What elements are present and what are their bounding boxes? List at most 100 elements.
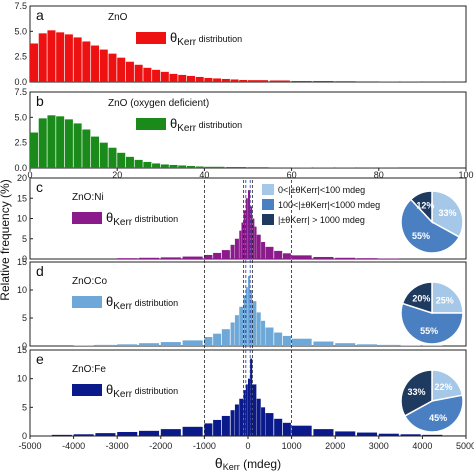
bar — [82, 41, 91, 82]
x-tick-label: -3000 — [106, 441, 129, 451]
bar — [378, 81, 399, 82]
bar — [313, 80, 334, 82]
bar — [143, 67, 152, 82]
pie-legend-swatch — [262, 184, 274, 195]
sample-name: ZnO (oxygen deficient) — [108, 98, 209, 109]
pie-chart: 22% 45% 33% — [400, 369, 464, 433]
panel-d: 0 5 10 15 d ZnO:Co θKerr distribution 25% 55% 20% — [17, 257, 467, 351]
x-tick-label: 80 — [374, 170, 384, 180]
bar — [357, 432, 378, 436]
bar — [313, 256, 334, 259]
x-tick-label: -4000 — [62, 441, 85, 451]
bar — [252, 384, 257, 436]
bar — [274, 418, 283, 436]
bar — [73, 123, 82, 168]
bar — [125, 61, 134, 82]
bar — [252, 218, 255, 259]
legend-label: θKerr distribution — [106, 210, 178, 228]
y-tick-label: 15 — [17, 193, 27, 203]
bar — [291, 425, 312, 436]
legend-label: θKerr distribution — [106, 382, 178, 400]
bar — [291, 255, 312, 259]
x-tick-label: 0 — [27, 170, 32, 180]
bar — [444, 435, 465, 436]
x-tick-label: 40 — [199, 170, 209, 180]
pie-slice — [401, 281, 433, 315]
panel-label: b — [36, 93, 44, 109]
x-tick-label: 100 — [458, 170, 473, 180]
bar — [47, 30, 56, 82]
bar — [139, 257, 160, 259]
y-axis-title: Relative frequency (%) — [0, 179, 12, 300]
bar — [186, 165, 195, 168]
y-tick-label: 5 — [22, 234, 27, 244]
legend-swatch — [136, 118, 166, 130]
bar — [125, 156, 134, 168]
bar — [239, 398, 244, 436]
bar — [269, 167, 290, 168]
bar — [213, 419, 222, 436]
x-tick-label: 3000 — [369, 441, 389, 451]
bar — [178, 74, 187, 82]
bars — [117, 190, 399, 259]
bar — [73, 345, 94, 346]
bar — [95, 344, 116, 346]
bar — [73, 37, 82, 82]
bar — [221, 78, 230, 82]
bars — [51, 358, 465, 436]
bar — [269, 80, 290, 82]
bar — [51, 434, 72, 436]
bar — [248, 276, 251, 346]
pie-slice-label: 33% — [438, 208, 456, 218]
y-tick-label: 20 — [17, 173, 27, 183]
bar — [139, 430, 160, 436]
bar — [378, 344, 399, 346]
bar — [313, 341, 334, 346]
y-tick-label: 5 — [22, 402, 27, 412]
bar — [256, 234, 261, 259]
bar — [117, 344, 138, 346]
bar — [204, 254, 213, 259]
bar — [160, 342, 181, 346]
bar — [248, 190, 251, 259]
bar — [230, 410, 235, 436]
bar — [335, 431, 356, 436]
bar — [400, 345, 421, 346]
bar — [265, 413, 274, 436]
bar — [230, 322, 235, 346]
x-tick-label: 5000 — [456, 441, 474, 451]
x-tick-label: 60 — [287, 170, 297, 180]
bar — [282, 335, 291, 346]
y-tick-label: 15 — [17, 257, 27, 267]
pie-legend-label: |±θKerr| > 1000 mdeg — [278, 215, 365, 225]
panel-label: d — [36, 263, 44, 279]
x-axis-title: θKerr (mdeg) — [215, 455, 281, 472]
bar — [256, 398, 261, 436]
bar — [99, 142, 108, 168]
y-tick-label: 0.0 — [14, 163, 27, 173]
sample-name: ZnO:Fe — [72, 364, 106, 375]
bar — [335, 343, 356, 346]
y-tick-label: 5 — [22, 313, 27, 323]
bar — [335, 257, 356, 259]
bar — [261, 241, 266, 259]
panel-label: e — [36, 351, 44, 367]
bar — [265, 246, 274, 259]
bar — [38, 33, 47, 82]
bar — [248, 167, 269, 168]
bar — [221, 329, 230, 346]
sample-name: ZnO:Ni — [72, 192, 104, 203]
y-tick-label: 0 — [22, 254, 27, 264]
bar — [250, 290, 253, 346]
bar — [357, 258, 378, 259]
bar — [204, 166, 225, 168]
guide-lines — [203, 180, 293, 436]
top-x-axis: 0 20 40 60 80 100 — [27, 168, 474, 180]
bar — [178, 165, 187, 168]
bar — [143, 161, 152, 168]
bar — [213, 252, 222, 259]
bar — [47, 115, 56, 168]
bar — [160, 164, 169, 168]
bars — [73, 276, 443, 346]
